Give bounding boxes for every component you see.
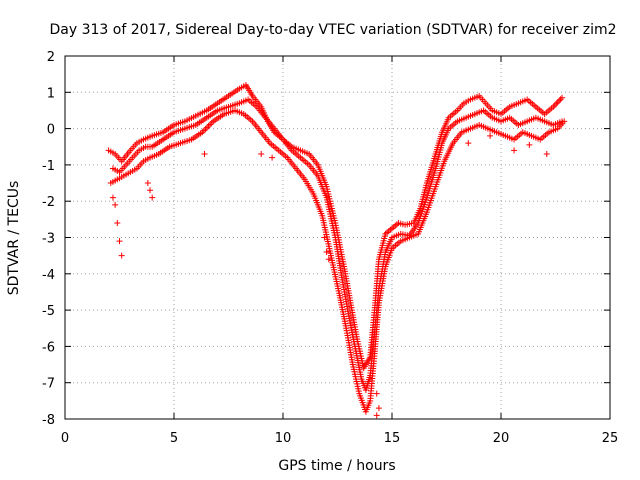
data-point: [118, 252, 125, 259]
data-point: [325, 256, 332, 263]
data-point: [559, 94, 566, 101]
data-point: [323, 249, 330, 256]
data-point: [269, 154, 276, 161]
y-tick-label: 0: [47, 123, 55, 138]
data-point: [109, 194, 116, 201]
y-tick-label: -2: [42, 195, 55, 210]
y-tick-label: -7: [42, 377, 55, 392]
data-point: [201, 151, 208, 158]
data-point: [204, 124, 211, 131]
data-points: [105, 82, 568, 419]
y-axis-label: SDTVAR / TECUs: [6, 181, 22, 296]
data-point: [205, 123, 212, 130]
x-tick-label: 0: [61, 431, 69, 446]
data-point: [208, 119, 215, 126]
data-point: [526, 141, 533, 148]
data-point: [375, 405, 382, 412]
data-point: [373, 390, 380, 397]
series-track-2: [109, 96, 566, 393]
data-point: [561, 118, 568, 125]
x-tick-label: 5: [170, 431, 178, 446]
y-tick-label: -5: [42, 304, 55, 319]
data-point: [511, 147, 518, 154]
y-tick-label: 1: [47, 86, 55, 101]
x-tick-labels: 0 5 10 15 20 25: [61, 431, 618, 446]
data-point: [144, 180, 151, 187]
series-track-3: [107, 107, 568, 415]
data-point: [551, 102, 558, 109]
data-point: [116, 238, 123, 245]
plot-frame: [64, 55, 611, 420]
y-tick-label: -6: [42, 340, 55, 355]
data-point: [556, 97, 563, 104]
x-tick-label: 20: [493, 431, 510, 446]
data-point: [557, 96, 564, 103]
y-tick-label: -3: [42, 232, 55, 247]
data-point: [207, 121, 214, 128]
data-point: [321, 234, 328, 241]
data-point: [112, 201, 119, 208]
y-tick-label: -8: [42, 413, 55, 428]
data-point: [543, 151, 550, 158]
data-point: [465, 140, 472, 147]
x-tick-label: 15: [384, 431, 401, 446]
series-outliers: [109, 132, 550, 419]
x-tick-label: 25: [602, 431, 619, 446]
x-axis-label: GPS time / hours: [278, 458, 395, 474]
x-tick-label: 10: [275, 431, 292, 446]
data-point: [373, 412, 380, 419]
data-point: [258, 151, 265, 158]
data-point: [487, 132, 494, 139]
chart-title: Day 313 of 2017, Sidereal Day-to-day VTE…: [50, 22, 617, 38]
data-point: [149, 194, 156, 201]
data-point: [114, 219, 121, 226]
y-tick-labels: -8 -7 -6 -5 -4 -3 -2 -1 0 1 2: [42, 50, 55, 428]
data-point: [554, 99, 561, 106]
series-track-1: [105, 82, 566, 372]
data-point: [202, 126, 209, 133]
y-tick-label: 2: [47, 50, 55, 65]
data-point: [147, 187, 154, 194]
data-point: [553, 100, 560, 107]
y-tick-label: -1: [42, 159, 55, 174]
y-tick-label: -4: [42, 268, 55, 283]
